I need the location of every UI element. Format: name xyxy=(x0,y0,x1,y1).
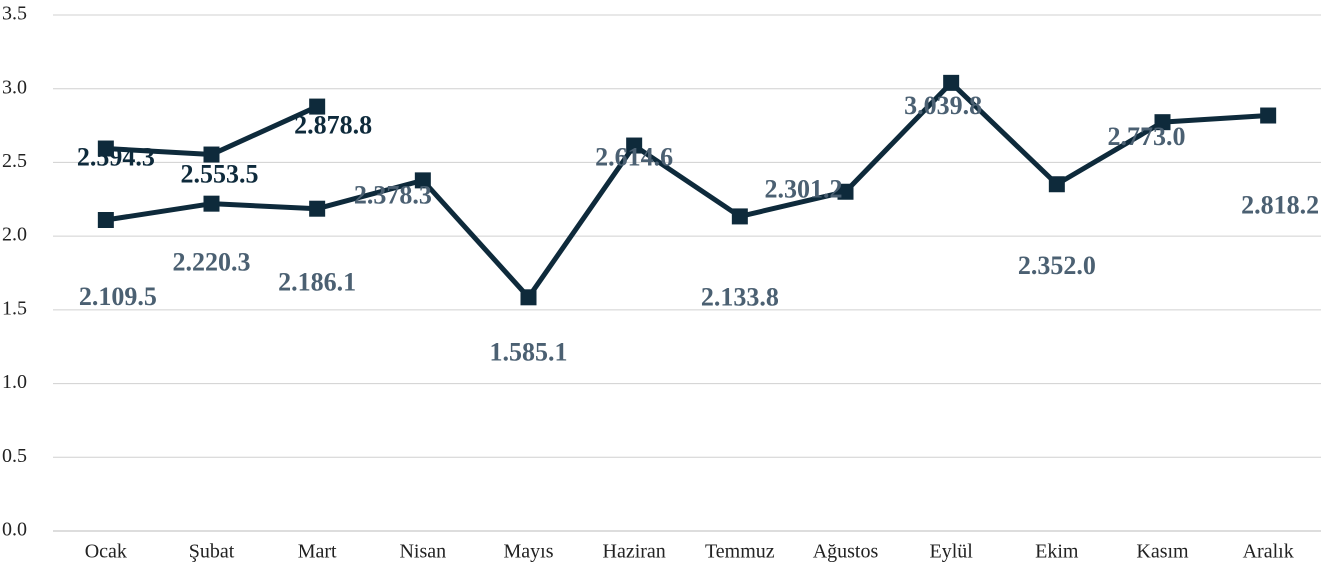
y-tick-label: 2.5 xyxy=(2,150,27,172)
x-tick-label: Haziran xyxy=(603,541,666,563)
data-label: 2.133.8 xyxy=(701,282,779,311)
marker xyxy=(414,172,431,189)
x-tick-label: Aralık xyxy=(1243,541,1294,563)
data-label: 2.186.1 xyxy=(278,268,356,297)
data-label: 2.818.2 xyxy=(1241,190,1319,219)
y-tick-label: 0.0 xyxy=(2,519,27,541)
data-label: 2.614.6 xyxy=(595,143,673,172)
marker xyxy=(731,208,748,225)
series-line xyxy=(105,80,1269,300)
x-tick-label: Ağustos xyxy=(813,541,879,563)
y-tick-label: 3.0 xyxy=(2,76,27,98)
data-label: 2.878.8 xyxy=(294,111,372,140)
x-tick-label: Ekim xyxy=(1035,541,1079,563)
marker xyxy=(837,183,854,200)
x-tick-label: Kasım xyxy=(1136,541,1189,563)
data-label: 2.773.0 xyxy=(1108,122,1186,151)
y-tick-label: 3.5 xyxy=(2,3,27,25)
marker xyxy=(520,289,537,306)
data-label: 2.220.3 xyxy=(173,248,251,277)
y-tick-label: 1.0 xyxy=(2,371,27,393)
marker xyxy=(203,195,220,212)
x-tick-label: Ocak xyxy=(85,541,127,563)
marker xyxy=(97,140,114,157)
x-tick-label: Nisan xyxy=(399,541,446,563)
y-tick-label: 0.5 xyxy=(2,445,27,467)
data-label: 2.594.3 xyxy=(77,142,155,171)
marker xyxy=(943,74,960,91)
data-label: 2.378.3 xyxy=(354,180,432,209)
data-label: 2.352.0 xyxy=(1018,251,1096,280)
x-tick-label: Şubat xyxy=(189,541,235,563)
y-tick-label: 1.5 xyxy=(2,297,27,319)
x-tick-label: Temmuz xyxy=(705,541,775,563)
y-tick-label: 2.0 xyxy=(2,224,27,246)
data-label: 3.039.8 xyxy=(904,91,982,120)
data-label: 1.585.1 xyxy=(490,337,568,366)
marker xyxy=(203,146,220,163)
x-tick-label: Eylül xyxy=(929,541,973,563)
marker xyxy=(1260,107,1277,124)
marker xyxy=(309,98,326,115)
marker xyxy=(1048,176,1065,193)
data-label: 2.553.5 xyxy=(181,160,259,189)
marker xyxy=(1154,114,1171,131)
marker xyxy=(626,137,643,154)
x-tick-label: Mayıs xyxy=(504,541,554,563)
data-label: 2.109.5 xyxy=(79,282,157,311)
marker xyxy=(97,211,114,228)
marker xyxy=(309,200,326,217)
data-label: 2.301.2 xyxy=(765,175,843,204)
x-tick-label: Mart xyxy=(298,541,337,563)
